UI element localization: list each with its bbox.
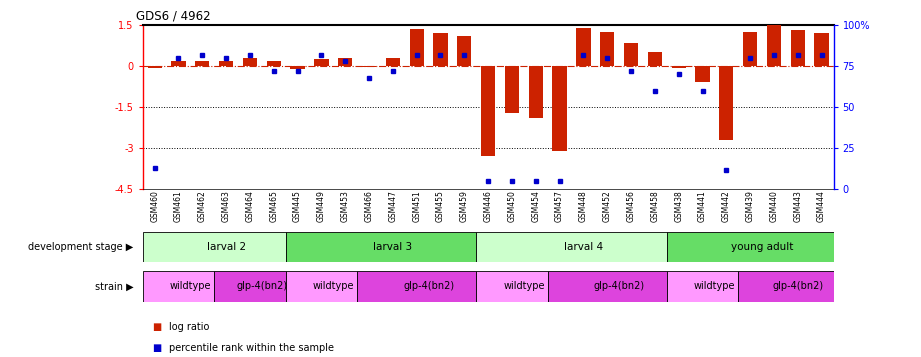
Text: young adult: young adult xyxy=(731,242,793,252)
Bar xyxy=(743,32,757,66)
Bar xyxy=(357,271,476,302)
Text: wildtype: wildtype xyxy=(503,281,544,292)
Bar xyxy=(457,36,472,66)
Text: larval 3: larval 3 xyxy=(373,242,413,252)
Bar xyxy=(553,66,566,151)
Bar xyxy=(286,232,476,262)
Bar xyxy=(266,61,281,66)
Bar xyxy=(219,61,233,66)
Bar xyxy=(624,43,638,66)
Bar xyxy=(671,66,686,68)
Text: glp-4(bn2): glp-4(bn2) xyxy=(772,281,823,292)
Bar xyxy=(667,232,834,262)
Bar xyxy=(143,271,215,302)
Bar xyxy=(548,271,667,302)
Bar xyxy=(647,52,662,66)
Bar xyxy=(195,61,209,66)
Bar xyxy=(505,66,519,112)
Text: glp-4(bn2): glp-4(bn2) xyxy=(593,281,645,292)
Text: development stage ▶: development stage ▶ xyxy=(29,242,134,252)
Bar xyxy=(600,32,614,66)
Text: strain ▶: strain ▶ xyxy=(95,281,134,292)
Bar xyxy=(362,66,376,67)
Bar xyxy=(719,66,733,140)
Bar xyxy=(529,66,542,118)
Bar xyxy=(338,59,353,66)
Text: glp-4(bn2): glp-4(bn2) xyxy=(403,281,454,292)
Bar xyxy=(147,66,162,68)
Bar xyxy=(171,61,186,66)
Bar xyxy=(814,33,829,66)
Bar xyxy=(215,271,286,302)
Text: wildtype: wildtype xyxy=(169,281,211,292)
Text: log ratio: log ratio xyxy=(169,322,209,332)
Bar xyxy=(410,29,424,66)
Text: ■: ■ xyxy=(152,343,161,353)
Bar xyxy=(476,271,548,302)
Bar xyxy=(767,25,781,66)
Text: wildtype: wildtype xyxy=(694,281,735,292)
Bar xyxy=(434,33,448,66)
Bar xyxy=(667,271,739,302)
Bar xyxy=(243,58,257,66)
Text: percentile rank within the sample: percentile rank within the sample xyxy=(169,343,333,353)
Bar xyxy=(695,66,710,82)
Text: wildtype: wildtype xyxy=(312,281,354,292)
Bar xyxy=(577,28,590,66)
Text: GDS6 / 4962: GDS6 / 4962 xyxy=(136,9,211,22)
Bar xyxy=(476,232,667,262)
Bar xyxy=(739,271,834,302)
Text: larval 4: larval 4 xyxy=(564,242,603,252)
Bar xyxy=(143,232,286,262)
Bar xyxy=(790,30,805,66)
Text: glp-4(bn2): glp-4(bn2) xyxy=(237,281,287,292)
Bar xyxy=(286,271,357,302)
Bar xyxy=(386,59,400,66)
Text: larval 2: larval 2 xyxy=(206,242,246,252)
Bar xyxy=(481,66,495,156)
Text: ■: ■ xyxy=(152,322,161,332)
Bar xyxy=(290,66,305,69)
Bar xyxy=(314,59,329,66)
